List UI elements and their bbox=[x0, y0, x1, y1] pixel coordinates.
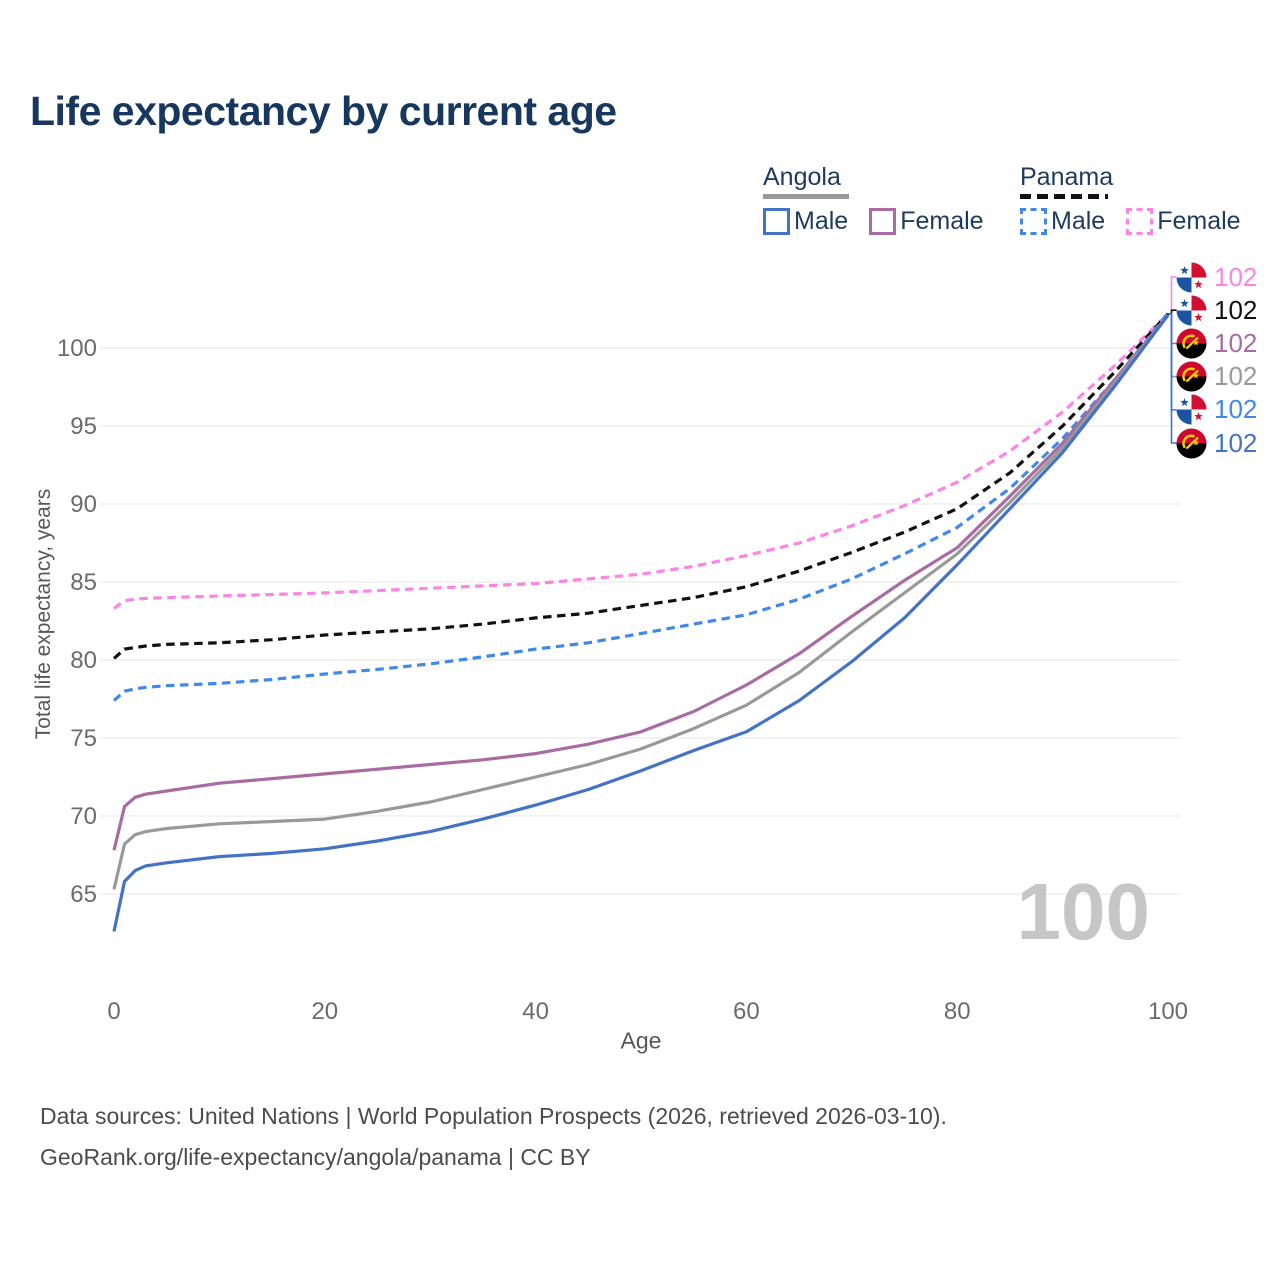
legend-item-label: Male bbox=[794, 207, 849, 235]
leader-line-angola-male bbox=[1168, 313, 1178, 444]
x-tick-20: 20 bbox=[311, 998, 338, 1025]
end-label-value: 102 bbox=[1214, 294, 1258, 325]
legend-item-panama-male[interactable]: Male bbox=[1020, 207, 1105, 236]
panama-flag-icon bbox=[1176, 295, 1207, 326]
x-tick-0: 0 bbox=[107, 998, 120, 1025]
legend-item-label: Female bbox=[900, 207, 984, 235]
y-tick-70: 70 bbox=[70, 803, 97, 830]
y-tick-90: 90 bbox=[70, 491, 97, 518]
end-label-value: 102 bbox=[1214, 261, 1258, 292]
end-label-value: 102 bbox=[1214, 361, 1258, 392]
series-line-panama-female[interactable] bbox=[113, 312, 1170, 610]
end-label-panama: 102 bbox=[1176, 294, 1257, 326]
legend-swatch-panama-male bbox=[1020, 208, 1047, 235]
angola-flag-icon bbox=[1176, 361, 1207, 392]
series-line-angola[interactable] bbox=[112, 314, 1170, 890]
legend-group-panama: Panama Male Female bbox=[1020, 163, 1262, 236]
age-watermark: 100 bbox=[1016, 867, 1150, 956]
page-title: Life expectancy by current age bbox=[30, 88, 617, 134]
legend-group-title[interactable]: Angola bbox=[763, 163, 841, 191]
end-label-value: 102 bbox=[1214, 327, 1258, 358]
footer: Data sources: United Nations | World Pop… bbox=[40, 1096, 947, 1178]
y-tick-75: 75 bbox=[70, 725, 97, 752]
end-label-panama-male: 102 bbox=[1176, 394, 1257, 426]
end-label-value: 102 bbox=[1214, 394, 1258, 425]
y-tick-100: 100 bbox=[57, 335, 97, 362]
panama-flag-icon bbox=[1176, 394, 1207, 425]
series-line-panama[interactable] bbox=[112, 312, 1170, 660]
legend-group-rule-dashed bbox=[1020, 194, 1108, 199]
footer-sources: Data sources: United Nations | World Pop… bbox=[40, 1103, 947, 1129]
legend-swatch-angola-male bbox=[763, 208, 790, 235]
legend-group-angola: Angola Male Female bbox=[763, 163, 1005, 236]
series-line-panama-male[interactable] bbox=[112, 312, 1170, 702]
x-tick-40: 40 bbox=[522, 998, 549, 1025]
angola-flag-icon bbox=[1176, 328, 1207, 359]
x-axis-title: Age bbox=[620, 1027, 662, 1054]
y-axis-title: Total life expectancy, years bbox=[32, 488, 55, 740]
legend-item-panama-female[interactable]: Female bbox=[1126, 207, 1241, 236]
legend-swatch-panama-female bbox=[1126, 208, 1154, 235]
end-label-angola: 102 bbox=[1176, 361, 1257, 393]
x-tick-60: 60 bbox=[733, 998, 760, 1025]
y-tick-65: 65 bbox=[70, 881, 97, 908]
legend-item-angola-female[interactable]: Female bbox=[869, 207, 984, 236]
legend-item-angola-male[interactable]: Male bbox=[763, 207, 848, 236]
end-label-angola-female: 102 bbox=[1176, 327, 1257, 359]
legend-item-label: Female bbox=[1157, 207, 1241, 235]
panama-flag-icon bbox=[1176, 261, 1207, 293]
y-tick-95: 95 bbox=[70, 413, 97, 440]
legend-group-title[interactable]: Panama bbox=[1020, 163, 1114, 191]
legend-group-rule-solid bbox=[763, 194, 849, 199]
end-label-panama-female: 102 bbox=[1176, 261, 1257, 293]
end-label-angola-male: 102 bbox=[1176, 427, 1257, 459]
x-tick-80: 80 bbox=[944, 998, 971, 1025]
legend-item-label: Male bbox=[1051, 207, 1106, 235]
angola-flag-icon bbox=[1176, 427, 1207, 459]
x-tick-100: 100 bbox=[1148, 998, 1188, 1025]
series-line-angola-male[interactable] bbox=[112, 314, 1170, 932]
y-tick-80: 80 bbox=[70, 647, 97, 674]
legend-swatch-angola-female bbox=[869, 208, 897, 235]
end-label-value: 102 bbox=[1214, 427, 1258, 458]
series-line-angola-female[interactable] bbox=[112, 314, 1170, 851]
footer-url: GeoRank.org/life-expectancy/angola/panam… bbox=[40, 1144, 591, 1170]
y-tick-85: 85 bbox=[70, 569, 97, 596]
